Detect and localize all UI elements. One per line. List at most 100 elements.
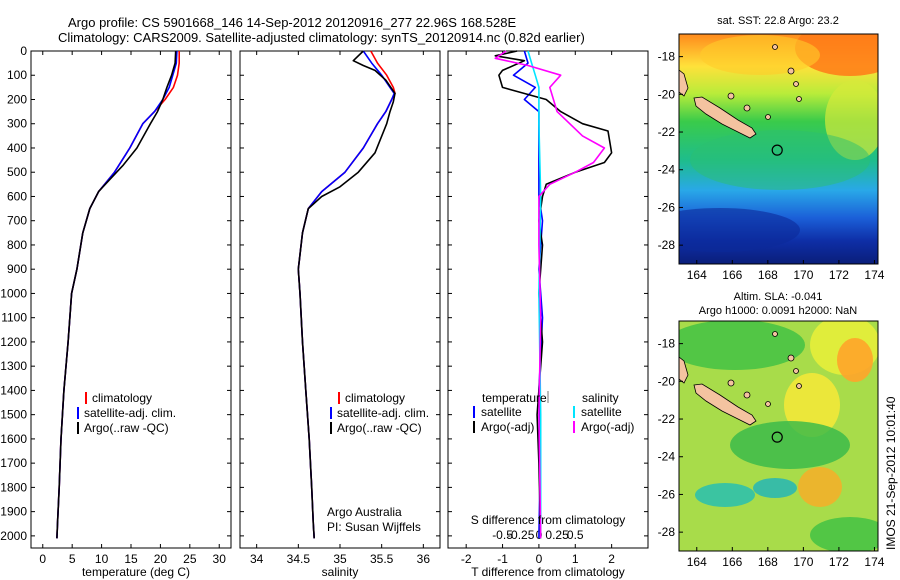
temp-series-argo-raw-qc- <box>56 50 177 539</box>
sst-island-1 <box>727 92 735 100</box>
difference-legend-salinity-header: salinity <box>582 391 619 405</box>
sst-cool-patch-sw <box>679 208 800 252</box>
diff-series-salinity-argo-adj- <box>494 50 606 539</box>
sal-series-argo-raw-qc- <box>297 50 396 539</box>
temperature-legend-satellite: satellite-adj. clim. <box>84 406 176 420</box>
sla-map-lon-tick-label: 174 <box>864 555 884 569</box>
sla-orange-patch-s <box>798 467 842 507</box>
sla-map-lon-tick-label: 164 <box>687 555 707 569</box>
sla-island-6 <box>793 368 799 374</box>
temp-x-tick-label: 0 <box>39 552 46 566</box>
depth-tick-label: 200 <box>7 92 27 106</box>
diff-x-tick-label: 0 <box>536 552 543 566</box>
difference-series <box>494 50 613 539</box>
depth-tick-label: 1000 <box>0 286 27 300</box>
depth-tick-label: 600 <box>7 189 27 203</box>
salinity-legend-satellite: satellite-adj. clim. <box>337 406 429 420</box>
sst-map-lat-tick-label: -22 <box>658 125 676 139</box>
difference-axes-box <box>447 50 649 549</box>
sal-x-tick-label: 36 <box>417 552 431 566</box>
temp-x-tick-label: 10 <box>95 552 109 566</box>
sla-orange-patch-e <box>837 338 873 382</box>
difference-depth-ticks <box>448 50 648 537</box>
difference-legend-s-satellite: satellite <box>581 405 622 419</box>
sst-map-lon-tick-label: 164 <box>687 268 707 282</box>
sst-map-lat-tick-label: -20 <box>658 87 676 101</box>
sst-warm-patch-ne <box>795 34 878 76</box>
sst-warm-patch-n <box>700 35 820 75</box>
salinity-legend-climatology: climatology <box>345 391 405 405</box>
depth-tick-label: 900 <box>7 262 27 276</box>
depth-tick-label: 400 <box>7 141 27 155</box>
difference-top-tick-label: 0.25 <box>545 528 569 542</box>
depth-tick-label: 100 <box>7 68 27 82</box>
sst-map-lon-tick-label: 168 <box>758 268 778 282</box>
sla-island-1 <box>727 379 735 387</box>
difference-legend-t-argo: Argo(-adj) <box>481 420 534 434</box>
sla-island-4 <box>772 331 778 337</box>
sla-island-5 <box>787 354 795 362</box>
depth-tick-label: 1100 <box>1 311 27 325</box>
difference-x-label: T difference from climatology <box>471 565 625 579</box>
depth-tick-label: 1900 <box>0 505 27 519</box>
sst-map-lat-tick-label: -26 <box>658 200 676 214</box>
temperature-legend-climatology: climatology <box>92 391 152 405</box>
sla-green-patch-se <box>810 517 878 551</box>
sst-map-panel: sat. SST: 22.8 Argo: 23.2 164 166 168 170 17… <box>658 15 885 282</box>
sla-cyan-patch-s <box>753 478 797 498</box>
salinity-legend-argo: Argo(..raw -QC) <box>337 421 422 435</box>
diff-x-tick-label: -1 <box>497 552 508 566</box>
sla-yellow-patch-c <box>784 373 840 437</box>
sla-green-band-n <box>679 321 805 370</box>
sst-island-3 <box>765 114 771 120</box>
sal-series-satellite-adj-clim- <box>297 50 396 539</box>
depth-tick-label: 800 <box>7 238 27 252</box>
sst-island-5 <box>787 67 795 75</box>
sst-map-title: sat. SST: 22.8 Argo: 23.2 <box>717 15 839 27</box>
sla-map-lat-tick-label: -18 <box>658 337 676 351</box>
diff-x-tick-label: -2 <box>461 552 472 566</box>
salinity-x-ticks: 34 34.5 35 35.5 36 <box>250 51 430 566</box>
temp-x-tick-label: 5 <box>69 552 76 566</box>
depth-tick-label: 1400 <box>0 383 27 397</box>
sla-map-panel: Altim. SLA: -0.041 Argo h1000: 0.0091 h2… <box>658 291 885 569</box>
temp-series-climatology <box>56 51 180 539</box>
salinity-x-label: salinity <box>322 565 359 579</box>
sla-map-lat-tick-label: -28 <box>658 525 676 539</box>
header-line-1: Argo profile: CS 5901668_146 14-Sep-2012… <box>68 15 516 30</box>
temperature-series <box>56 50 180 539</box>
sla-map-lon-tick-label: 170 <box>793 555 813 569</box>
sal-x-tick-label: 34 <box>250 552 264 566</box>
depth-tick-label: 700 <box>7 214 27 228</box>
difference-legend-temperature-header: temperature <box>482 391 547 405</box>
sst-map-lat-tick-label: -28 <box>658 238 676 252</box>
sla-island-7 <box>796 383 802 389</box>
temperature-legend-argo: Argo(..raw -QC) <box>84 421 169 435</box>
header-line-2: Climatology: CARS2009. Satellite-adjuste… <box>58 30 585 45</box>
difference-top-tick-label: -0.5 <box>492 528 513 542</box>
sla-argo-position-marker <box>771 431 783 443</box>
sst-island-4 <box>772 44 778 50</box>
sla-map-field <box>679 321 878 551</box>
depth-tick-label: 1300 <box>0 359 27 373</box>
sla-map-subtitle: Argo h1000: 0.0091 h2000: NaN <box>699 305 857 317</box>
sst-land-new-caledonia <box>693 96 757 139</box>
salinity-panel: 34 34.5 35 35.5 36 salinity climatology sate… <box>239 50 441 579</box>
sst-map-ticks: 164 166 168 170 172 174 -18 -20 -22 -24 -26 -28 <box>658 50 885 282</box>
temperature-panel: 0100200300400500600700800900100011001200… <box>0 44 232 579</box>
temp-x-tick-label: 15 <box>124 552 138 566</box>
sla-map-lon-tick-label: 168 <box>758 555 778 569</box>
sst-map-lon-tick-label: 172 <box>829 268 849 282</box>
sla-land-nw-coast <box>679 356 689 384</box>
sla-island-3 <box>765 401 771 407</box>
temp-series-satellite-adj-clim- <box>56 50 178 539</box>
sal-x-tick-label: 34.5 <box>287 552 311 566</box>
sla-cyan-patch-sw <box>695 483 755 507</box>
temperature-legend: climatology satellite-adj. clim. Argo(..… <box>77 391 176 435</box>
difference-panel: -2 -1 0 1 2 -0.5-0.25 0 0.250.5 S difference f… <box>447 50 649 579</box>
depth-tick-label: 0 <box>20 44 27 58</box>
depth-tick-label: 1700 <box>0 456 27 470</box>
difference-top-ticks: -0.5-0.25 0 0.250.5 <box>492 528 584 542</box>
sla-map-lon-tick-label: 172 <box>829 555 849 569</box>
